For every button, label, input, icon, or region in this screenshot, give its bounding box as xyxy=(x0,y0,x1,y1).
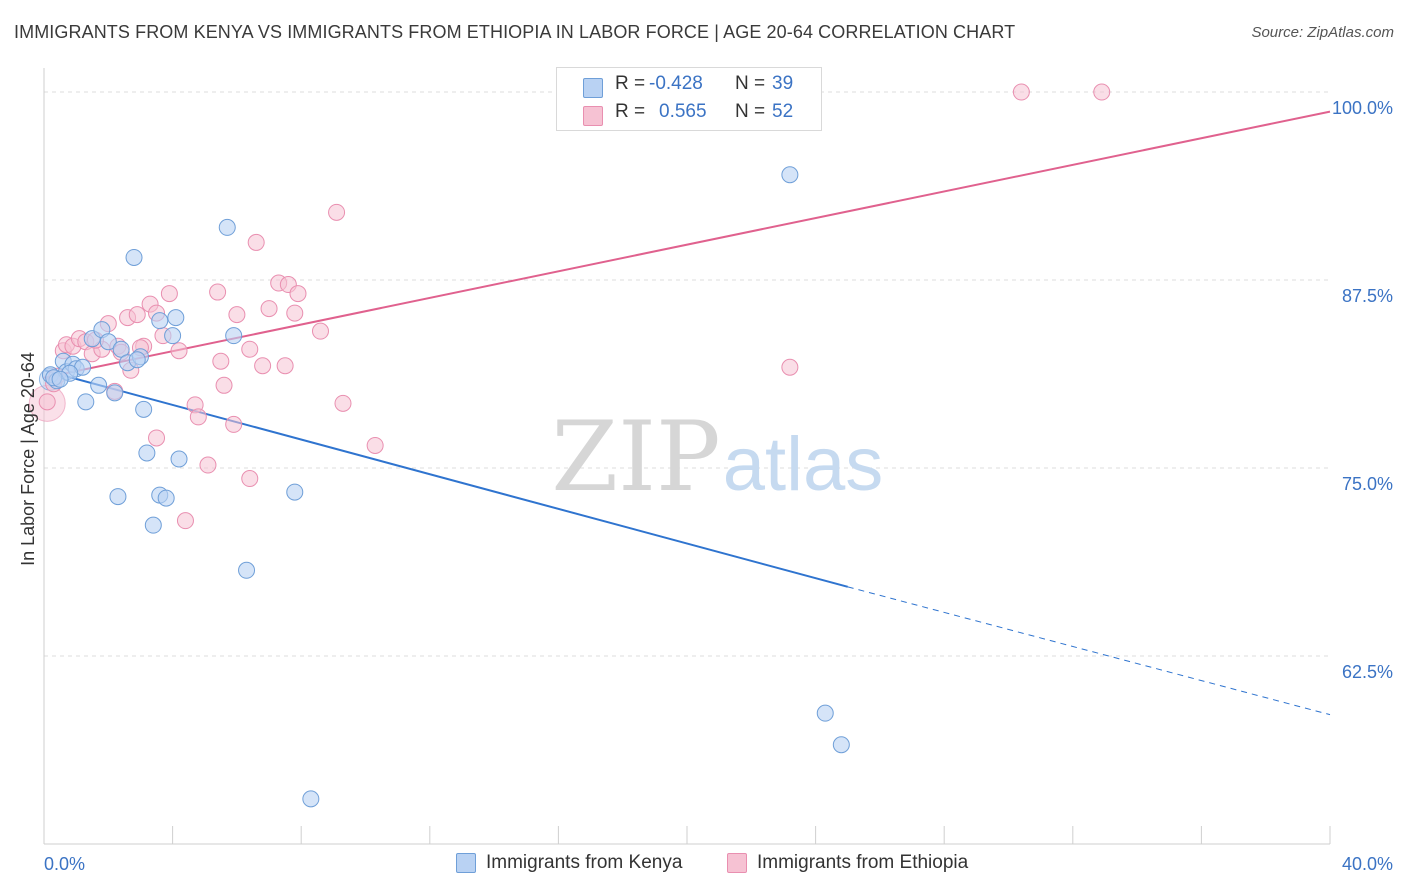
kenya-point xyxy=(125,248,143,266)
ethiopia-swatch xyxy=(583,106,603,126)
ethiopia-point xyxy=(334,394,352,412)
kenya-point xyxy=(816,704,834,722)
kenya-trend-extension xyxy=(847,586,1331,716)
kenya-point xyxy=(135,400,153,418)
kenya-swatch xyxy=(583,78,603,98)
ethiopia-point xyxy=(148,429,166,447)
kenya-point xyxy=(99,333,117,351)
ethiopia-point xyxy=(212,352,230,370)
kenya-point xyxy=(138,444,156,462)
kenya-point xyxy=(167,309,185,327)
kenya-point xyxy=(164,327,182,345)
legend-n-value: 52 xyxy=(772,101,794,122)
kenya-point xyxy=(302,790,320,808)
kenya-point xyxy=(109,488,127,506)
legend-n-value: 39 xyxy=(772,73,794,94)
ethiopia-point xyxy=(38,393,56,411)
ethiopia-point xyxy=(286,304,304,322)
kenya-point xyxy=(51,370,69,388)
legend-n-label: N = xyxy=(735,73,766,94)
legend-r-label: R = xyxy=(615,101,646,122)
axis-labels: 62.5% 75.0% 87.5% 100.0% 0.0% 40.0% In Labor F… xyxy=(18,98,1393,874)
ethiopia-point xyxy=(276,357,294,375)
ethiopia-point xyxy=(160,285,178,303)
y-tick-label: 87.5% xyxy=(1342,286,1393,306)
ethiopia-legend-label: Immigrants from Ethiopia xyxy=(757,852,969,873)
kenya-point xyxy=(832,736,850,754)
ethiopia-point xyxy=(199,456,217,474)
kenya-point xyxy=(170,450,188,468)
ethiopia-point xyxy=(328,203,346,221)
ethiopia-point xyxy=(241,470,259,488)
kenya-point xyxy=(218,218,236,236)
kenya-point xyxy=(225,327,243,345)
stats-legend: R = -0.428 N = 39 R = 0.565 N = 52 xyxy=(556,67,822,131)
ethiopia-trend-line xyxy=(43,110,1331,379)
ethiopia-point xyxy=(225,415,243,433)
trend-lines xyxy=(43,110,1331,716)
ethiopia-point xyxy=(1093,83,1111,101)
kenya-point xyxy=(157,489,175,507)
watermark: ZIP atlas xyxy=(551,401,883,513)
kenya-point xyxy=(781,166,799,184)
kenya-point xyxy=(144,516,162,534)
legend-r-value: 0.565 xyxy=(659,101,707,122)
legend-r-label: R = xyxy=(615,73,646,94)
watermark-atlas: atlas xyxy=(723,422,884,507)
source-credit: Source: ZipAtlas.com xyxy=(1251,24,1394,41)
y-tick-label: 75.0% xyxy=(1342,474,1393,494)
grid-lines xyxy=(44,91,1330,657)
kenya-legend-swatch xyxy=(456,853,476,873)
kenya-point xyxy=(90,376,108,394)
ethiopia-point xyxy=(260,300,278,318)
legend-n-label: N = xyxy=(735,101,766,122)
kenya-point xyxy=(106,384,124,402)
ethiopia-point xyxy=(215,376,233,394)
ethiopia-point xyxy=(241,340,259,358)
kenya-point xyxy=(77,393,95,411)
kenya-point xyxy=(286,483,304,501)
y-tick-label: 62.5% xyxy=(1342,662,1393,682)
data-points xyxy=(28,83,1111,808)
ethiopia-point xyxy=(366,436,384,454)
kenya-point xyxy=(128,351,146,369)
ethiopia-point xyxy=(254,357,272,375)
ethiopia-legend-swatch xyxy=(727,853,747,873)
x-tick-label-max: 40.0% xyxy=(1342,854,1393,874)
y-axis-title: In Labor Force | Age 20-64 xyxy=(18,352,38,566)
ethiopia-point xyxy=(781,358,799,376)
watermark-zip: ZIP xyxy=(551,401,720,513)
ethiopia-point xyxy=(289,285,307,303)
legend-row-kenya: R = -0.428 N = 39 xyxy=(557,73,821,101)
ethiopia-point xyxy=(189,408,207,426)
legend-row-ethiopia: R = 0.565 N = 52 xyxy=(557,101,821,129)
ethiopia-point xyxy=(209,283,227,301)
ethiopia-point xyxy=(247,233,265,251)
kenya-point xyxy=(151,312,169,330)
kenya-point xyxy=(238,561,256,579)
ethiopia-point xyxy=(228,306,246,324)
ethiopia-point xyxy=(170,342,188,360)
legend-r-value: -0.428 xyxy=(649,73,703,94)
y-tick-label: 100.0% xyxy=(1332,98,1393,118)
axes xyxy=(43,68,1331,845)
ethiopia-point xyxy=(176,512,194,530)
ethiopia-point xyxy=(128,306,146,324)
ethiopia-point xyxy=(1012,83,1030,101)
ethiopia-point xyxy=(311,322,329,340)
chart-title: IMMIGRANTS FROM KENYA VS IMMIGRANTS FROM… xyxy=(14,22,1016,42)
kenya-legend-label: Immigrants from Kenya xyxy=(486,852,683,873)
kenya-trend-line xyxy=(43,369,849,588)
x-tick-label-min: 0.0% xyxy=(44,854,85,874)
